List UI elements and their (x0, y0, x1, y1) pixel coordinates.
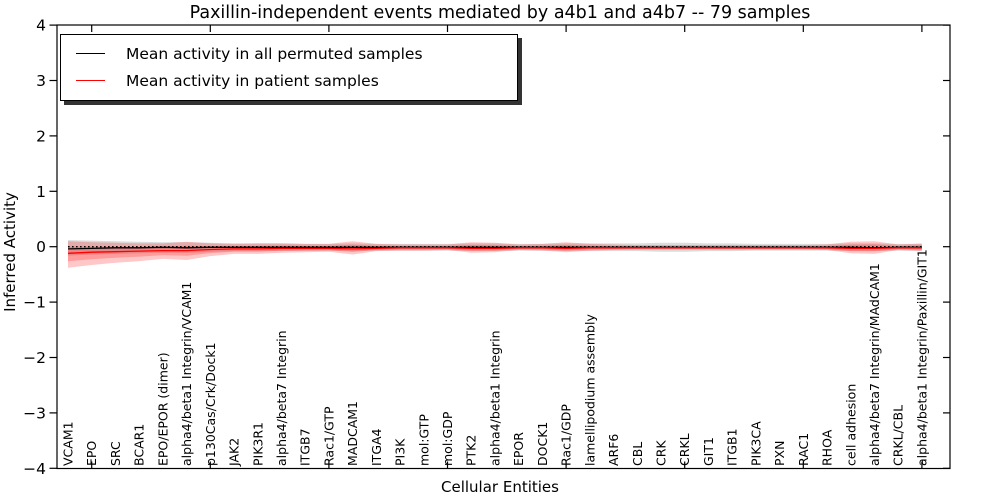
legend-label: Mean activity in patient samples (126, 71, 379, 90)
legend-item-patient: Mean activity in patient samples (61, 67, 517, 94)
x-category-label: alpha4/beta7 Integrin (274, 330, 289, 466)
x-category-label: Rac1/GTP (321, 406, 336, 466)
x-category-label: PIK3R1 (250, 422, 265, 466)
x-category-label: PIK3CA (748, 421, 763, 466)
legend: Mean activity in all permuted samples Me… (60, 34, 518, 101)
legend-label: Mean activity in all permuted samples (126, 44, 423, 63)
x-category-label: EPO (84, 441, 99, 466)
x-category-label: CBL (630, 442, 645, 466)
x-category-label: CRKL/CBL (891, 405, 906, 466)
x-category-label: Rac1/GDP (559, 404, 574, 466)
patient-mean-line (67, 247, 922, 254)
x-category-label: mol:GTP (416, 414, 431, 466)
y-tick-label: 2 (36, 127, 46, 145)
x-category-label: alpha4/beta1 Integrin/VCAM1 (179, 282, 194, 466)
x-category-label: BCAR1 (132, 424, 147, 466)
x-category-label: DOCK1 (535, 422, 550, 466)
x-category-label: MADCAM1 (345, 401, 360, 466)
y-tick-label: −1 (23, 294, 46, 312)
x-category-label: PTK2 (464, 435, 479, 466)
y-tick-label: −3 (23, 404, 46, 422)
x-category-label: ITGB1 (725, 428, 740, 466)
y-tick-label: 1 (36, 183, 46, 201)
x-category-label: JAK2 (227, 438, 242, 467)
y-tick-label: 0 (36, 238, 46, 256)
y-tick-label: 3 (36, 72, 46, 90)
x-category-label: mol:GDP (440, 411, 455, 466)
x-category-label: alpha4/beta7 Integrin/MAdCAM1 (867, 263, 882, 466)
y-tick-label: −4 (23, 460, 46, 478)
chart-title: Paxillin-independent events mediated by … (189, 3, 811, 23)
x-category-label: alpha4/beta1 Integrin/Paxillin/GIT1 (914, 249, 929, 466)
y-axis-label: Inferred Activity (1, 192, 19, 312)
x-category-label: cell adhesion (843, 384, 858, 466)
x-category-label: SRC (108, 441, 123, 466)
y-tick-label: −2 (23, 349, 46, 367)
legend-item-permuted: Mean activity in all permuted samples (61, 40, 517, 67)
y-tick-label: 4 (36, 17, 46, 35)
x-category-label: PXN (772, 441, 787, 466)
x-category-label: lamellipodium assembly (582, 314, 597, 466)
x-category-label: ITGA4 (369, 428, 384, 466)
legend-line-sample-black (76, 53, 105, 54)
x-axis-label: Cellular Entities (441, 478, 559, 496)
x-category-label: RAC1 (796, 433, 811, 466)
x-category-label: EPO/EPOR (dimer) (155, 352, 170, 466)
x-category-label: EPOR (511, 432, 526, 466)
x-category-label: alpha4/beta1 Integrin (488, 330, 503, 466)
x-category-label: CRKL (677, 433, 692, 466)
x-category-label: VCAM1 (61, 421, 76, 466)
x-category-label: CRK (654, 440, 669, 466)
legend-line-sample-red (76, 80, 105, 81)
x-category-label: ARF6 (606, 434, 621, 466)
x-category-label: p130Cas/Crk/Dock1 (203, 342, 218, 466)
x-category-label: PI3K (393, 438, 408, 466)
x-category-label: GIT1 (701, 437, 716, 466)
x-category-label: ITGB7 (298, 428, 313, 466)
x-category-label: RHOA (820, 429, 835, 466)
